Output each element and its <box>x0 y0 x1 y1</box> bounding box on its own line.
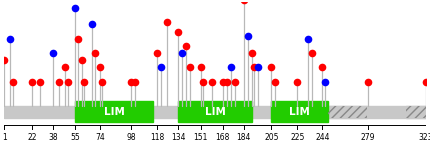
Text: 22: 22 <box>27 133 37 142</box>
Text: 205: 205 <box>264 133 279 142</box>
Text: 55: 55 <box>70 133 80 142</box>
Text: 74: 74 <box>95 133 105 142</box>
Text: 168: 168 <box>216 133 230 142</box>
Text: 279: 279 <box>361 133 375 142</box>
Text: 1: 1 <box>2 133 7 142</box>
Text: 98: 98 <box>126 133 136 142</box>
Text: 225: 225 <box>290 133 304 142</box>
Bar <box>271 101 328 122</box>
Bar <box>75 101 154 122</box>
Bar <box>328 106 367 118</box>
Text: LIM: LIM <box>205 107 225 117</box>
Text: 323: 323 <box>418 133 430 142</box>
Text: 184: 184 <box>237 133 251 142</box>
Text: 151: 151 <box>194 133 208 142</box>
Text: LIM: LIM <box>104 107 125 117</box>
Bar <box>406 106 426 118</box>
Bar <box>406 106 426 118</box>
Text: LIM: LIM <box>289 107 310 117</box>
Text: 244: 244 <box>315 133 329 142</box>
Text: 134: 134 <box>171 133 186 142</box>
Bar <box>328 106 367 118</box>
Text: 118: 118 <box>150 133 165 142</box>
Text: 38: 38 <box>48 133 58 142</box>
Bar <box>4 106 426 118</box>
Bar <box>178 101 252 122</box>
